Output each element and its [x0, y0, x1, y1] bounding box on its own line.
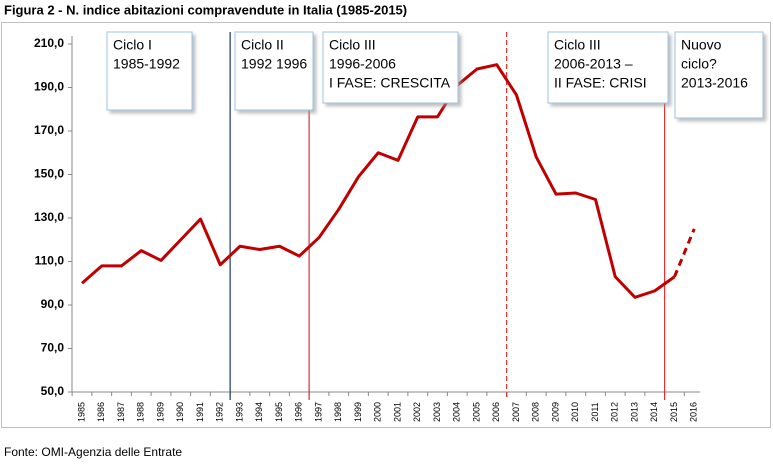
x-tick-label: 1995: [274, 402, 284, 422]
x-tick-label: 1998: [333, 402, 343, 422]
annotation-text: 2006-2013 –: [554, 56, 633, 72]
annotation-text: 2013-2016: [681, 75, 748, 91]
annotation-text: 1985-1992: [113, 56, 180, 72]
x-tick-label: 1996: [294, 402, 304, 422]
x-tick-label: 2013: [629, 402, 639, 422]
y-tick-label: 190,0: [34, 80, 64, 94]
x-tick-label: 2006: [491, 402, 501, 422]
x-tick-label: 1992: [215, 402, 225, 422]
x-tick-label: 2015: [669, 402, 679, 422]
x-tick-label: 2004: [452, 402, 462, 422]
x-tick-label: 2008: [531, 402, 541, 422]
annotation-text: I FASE: CRESCITA: [329, 75, 451, 91]
annotation-text: 1996-2006: [329, 56, 396, 72]
x-tick-label: 2007: [511, 402, 521, 422]
source-note: Fonte: OMI-Agenzia delle Entrate: [4, 445, 182, 459]
annotation-text: Nuovo: [681, 37, 722, 53]
y-tick-label: 210,0: [34, 36, 64, 50]
x-tick-label: 2012: [610, 402, 620, 422]
annotation-box: [106, 31, 193, 111]
annotation-box: [234, 31, 314, 111]
x-tick-label: 2010: [570, 402, 580, 422]
x-tick-label: 1999: [353, 402, 363, 422]
x-tick-label: 1991: [195, 402, 205, 422]
annotation-box: [322, 31, 459, 104]
y-tick-label: 110,0: [35, 254, 65, 268]
annotation-text: Ciclo III: [554, 37, 601, 53]
annotation-text: II FASE: CRISI: [554, 75, 647, 91]
data-line: [81, 63, 676, 299]
x-tick-label: 2000: [373, 402, 383, 422]
x-tick-label: 1990: [175, 402, 185, 422]
x-tick-label: 1989: [155, 402, 165, 422]
x-tick-label: 2014: [649, 402, 659, 422]
x-tick-label: 1987: [116, 402, 126, 422]
x-tick-label: 1988: [136, 402, 146, 422]
annotation-text: ciclo?: [681, 56, 717, 72]
y-tick-label: 90,0: [41, 297, 65, 311]
chart-frame: [1, 22, 771, 428]
x-tick-label: 2001: [392, 402, 402, 422]
annotation-text: Ciclo II: [241, 37, 284, 53]
data-line: [673, 228, 696, 278]
y-tick-label: 50,0: [41, 384, 65, 398]
x-tick-label: 2005: [471, 402, 481, 422]
x-tick-label: 1993: [234, 402, 244, 422]
x-tick-label: 2002: [412, 402, 422, 422]
x-tick-label: 1986: [96, 402, 106, 422]
x-tick-label: 2016: [689, 402, 699, 422]
y-tick-label: 130,0: [34, 210, 64, 224]
y-tick-label: 170,0: [34, 123, 64, 137]
annotation-text: Ciclo III: [329, 37, 376, 53]
x-tick-label: 1985: [76, 402, 86, 422]
chart-title: Figura 2 - N. indice abitazioni comprave…: [4, 2, 407, 17]
y-tick-label: 150,0: [34, 167, 64, 181]
x-tick-label: 1994: [254, 402, 264, 422]
annotation-text: Ciclo I: [113, 37, 152, 53]
annotation-box: [547, 31, 669, 104]
x-tick-label: 2009: [550, 402, 560, 422]
annotation-text: 1992 1996: [241, 56, 307, 72]
x-tick-label: 2003: [432, 402, 442, 422]
y-tick-label: 70,0: [41, 341, 65, 355]
annotation-box: [674, 31, 764, 119]
x-tick-label: 2011: [590, 402, 600, 421]
x-tick-label: 1997: [313, 402, 323, 422]
